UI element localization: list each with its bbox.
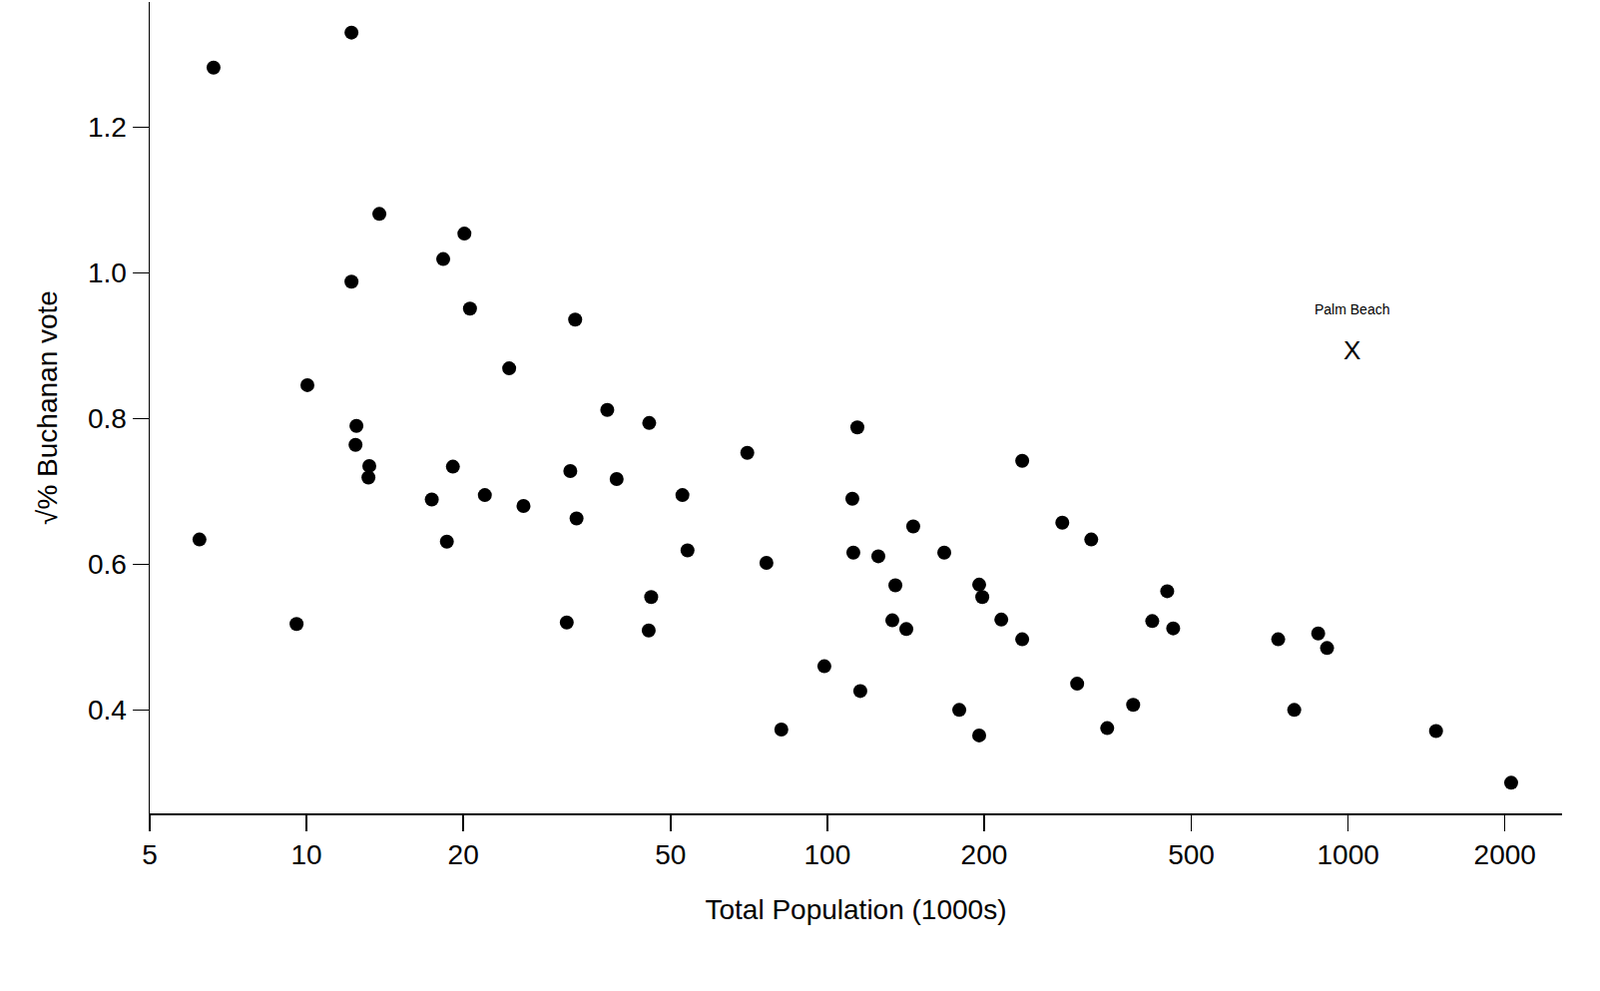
svg-text:500: 500 bbox=[1167, 839, 1215, 871]
svg-text:100: 100 bbox=[804, 839, 852, 871]
svg-text:50: 50 bbox=[654, 839, 686, 871]
svg-text:√% Buchanan vote: √% Buchanan vote bbox=[31, 290, 63, 526]
svg-text:5: 5 bbox=[141, 839, 158, 871]
svg-text:0.4: 0.4 bbox=[87, 694, 127, 726]
svg-text:1000: 1000 bbox=[1317, 839, 1380, 871]
svg-text:10: 10 bbox=[291, 839, 323, 871]
svg-text:X: X bbox=[1343, 335, 1361, 366]
svg-text:1.2: 1.2 bbox=[87, 111, 127, 143]
svg-text:200: 200 bbox=[961, 839, 1009, 871]
svg-text:0.8: 0.8 bbox=[87, 403, 127, 435]
svg-text:1.0: 1.0 bbox=[87, 257, 127, 289]
svg-text:0.6: 0.6 bbox=[87, 548, 127, 580]
svg-text:20: 20 bbox=[448, 839, 480, 871]
svg-text:Palm Beach: Palm Beach bbox=[1314, 301, 1390, 318]
svg-text:Total Population (1000s): Total Population (1000s) bbox=[705, 894, 1008, 926]
svg-text:2000: 2000 bbox=[1474, 839, 1537, 871]
